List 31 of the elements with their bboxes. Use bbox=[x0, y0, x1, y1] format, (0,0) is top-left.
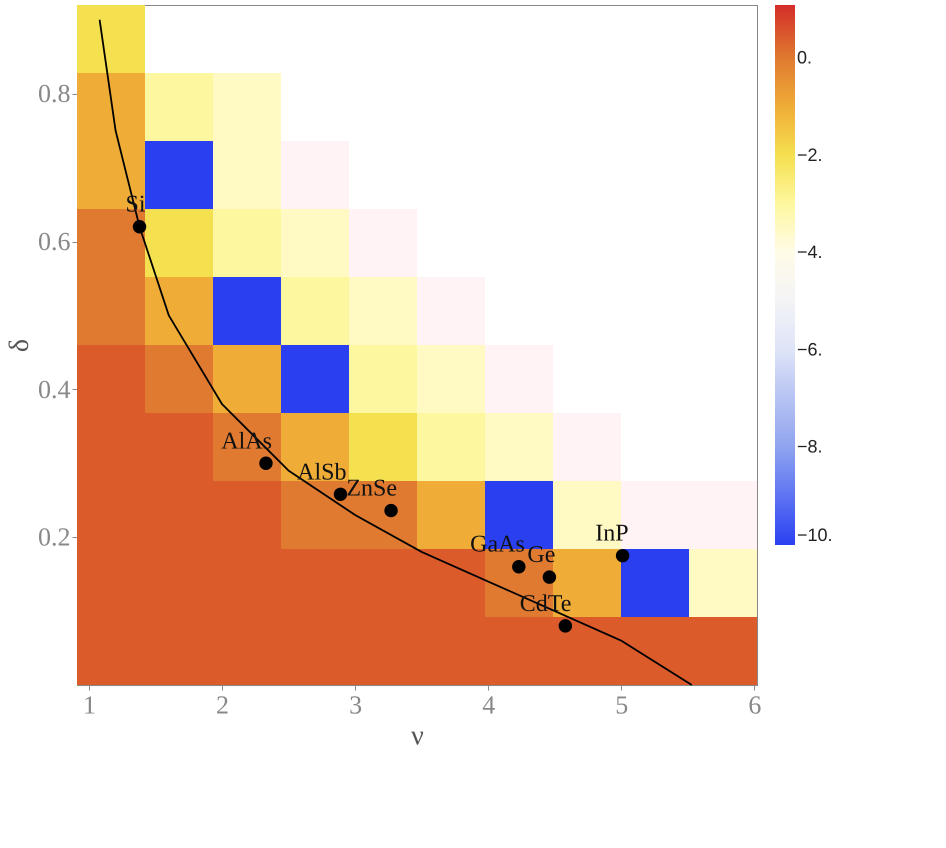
x-tick-label: 2 bbox=[216, 690, 230, 720]
x-axis-title: ν bbox=[411, 720, 424, 752]
x-tick-label: 3 bbox=[349, 690, 362, 720]
point bbox=[542, 570, 556, 584]
x-tick-label: 5 bbox=[615, 690, 628, 720]
color-bar-label: −4. bbox=[797, 242, 823, 262]
point bbox=[616, 548, 630, 562]
annotation: AlSb bbox=[297, 459, 346, 486]
annotation: Ge bbox=[527, 542, 556, 568]
annotation: InP bbox=[595, 520, 629, 547]
color-bar-label: −10. bbox=[797, 525, 833, 545]
point bbox=[334, 488, 348, 501]
point bbox=[259, 456, 273, 470]
line-series bbox=[98, 18, 693, 686]
y-tick-label: 0.2 bbox=[38, 522, 70, 552]
x-tick-label: 4 bbox=[482, 690, 496, 720]
x-tick-label: 1 bbox=[82, 690, 96, 720]
y-tick-label: 0.6 bbox=[38, 227, 70, 256]
point bbox=[384, 504, 398, 518]
color-bar-label: −6. bbox=[797, 339, 823, 360]
color-bar-label: −8. bbox=[797, 436, 823, 457]
color-bar-label: −2. bbox=[797, 144, 823, 165]
x-tick-label: 6 bbox=[748, 690, 762, 720]
y-tick-label: 0.8 bbox=[38, 79, 70, 108]
y-tick-label: 0.4 bbox=[38, 374, 70, 404]
annotation: ZnSe bbox=[346, 476, 398, 502]
point bbox=[512, 560, 526, 574]
color-bar-label: 0. bbox=[797, 48, 812, 68]
y-axis-title: δ bbox=[4, 338, 35, 352]
point bbox=[132, 220, 146, 234]
point bbox=[558, 619, 572, 633]
